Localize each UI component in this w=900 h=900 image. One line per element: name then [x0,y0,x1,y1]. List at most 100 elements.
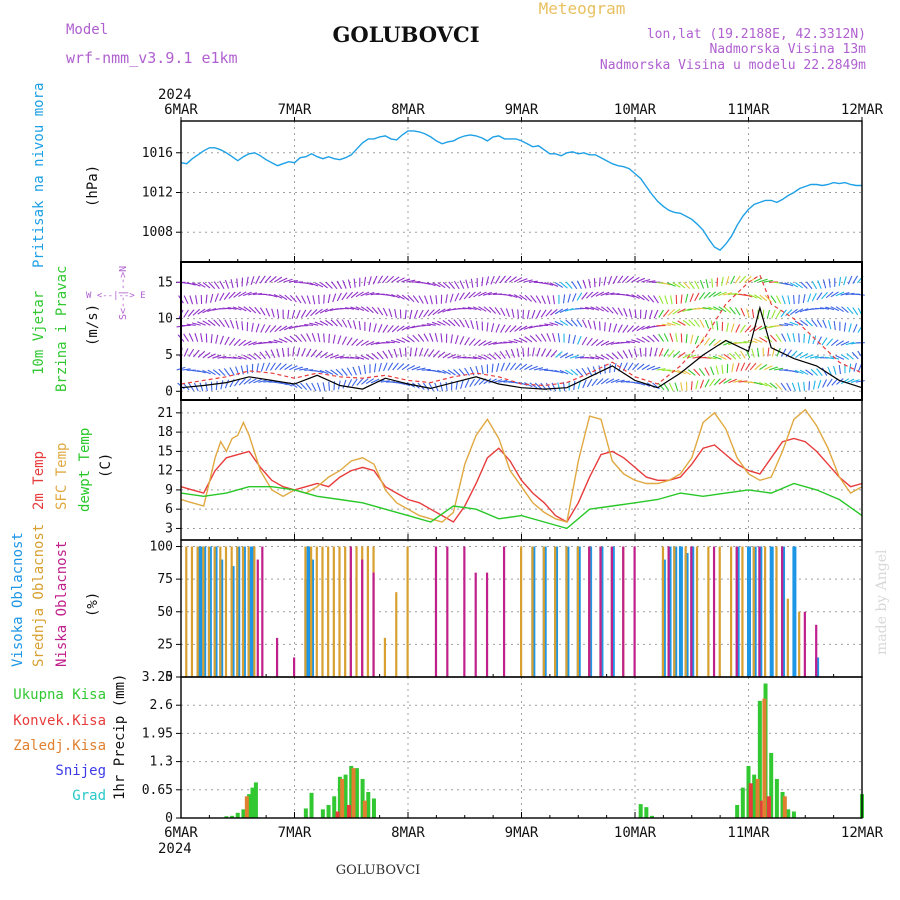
wind-arrow [600,354,610,360]
wind-arrow [534,382,543,390]
wind-arrow [197,350,206,358]
wind-arrow [672,321,681,326]
y-tick-label: 2.6 [150,698,173,713]
wind-arrow [380,380,390,383]
wind-arrow [698,368,706,376]
wind-arrow [464,367,470,376]
wind-arrow [557,382,561,392]
wind-arrow [288,325,298,330]
wind-arrow [689,293,694,303]
wind-arrow [513,294,523,300]
wind-arrow [609,363,611,373]
wind-arrow [437,351,446,358]
wind-arrow [300,333,307,342]
wind-arrow [447,369,456,376]
wind-arrow [447,354,457,359]
wind-arrow [445,294,448,304]
wind-arrow [838,364,842,375]
wind-arrow [483,354,492,360]
wind-arrow [651,366,661,371]
wind-arrow [284,364,293,371]
wind-arrow [504,275,512,283]
wind-arrow [396,381,406,385]
wind-arrow [855,380,865,383]
wind-arrow [186,323,196,326]
mid_cloud-bar [366,546,369,677]
wind-arrow [794,308,804,314]
wind-arrow [186,282,196,286]
wind-arrow [486,322,489,332]
wind-arrow [536,309,542,319]
total_precip-bar [230,815,235,818]
wind-arrow [803,333,805,343]
wind-arrow [855,293,865,296]
panel-3: 0 25 50 75 100 Visoka Oblacnost Srednja Oblacn… [10,524,863,685]
wind-arrow [227,357,237,359]
high_cloud-bar [306,546,311,677]
wind-arrow [215,334,219,344]
wind-arrow [804,354,814,359]
wind-arrow [821,367,828,376]
wind-arrow [472,306,482,311]
wind-arrow [445,381,448,391]
wind-arrow [324,353,334,359]
wind-arrow [845,292,855,296]
wind-arrow [396,277,405,283]
wind-arrow [342,379,347,389]
wind-arrow [213,319,221,327]
wind-arrow [606,353,614,360]
wind-arrow [437,320,446,326]
wind-arrow [697,307,707,310]
wind-arrow [207,308,217,312]
wind-arrow [503,380,513,383]
wind-arrow [846,306,854,315]
wind-arrow [306,295,311,305]
wind-arrow [718,378,727,385]
wind-arrow [677,282,686,289]
wind-arrow [567,293,571,303]
mid_cloud-bar [729,546,733,677]
wind-axis-label-1: 10m Vjetar [31,291,47,375]
wind-arrow [509,325,517,333]
wind-arrow [437,369,446,374]
wind-arrow [711,278,714,288]
total_precip-bar [235,812,240,818]
total_precip-bar [224,816,229,818]
wind-arrow [784,322,794,326]
wind-arrow [562,294,566,304]
wind-arrow [337,335,342,345]
wind-arrow [281,347,285,358]
mid_cloud-bar [542,546,545,677]
total_precip-bar [250,787,255,818]
wind-arrow [385,293,395,298]
wind-arrow [827,320,832,330]
wind-arrow [279,363,287,371]
wind-arrow [449,293,454,303]
wind-arrow [353,278,356,288]
wind-arrow [215,381,218,391]
wind-arrow [568,334,571,344]
wind-arrow [219,280,225,290]
wind-arrow [377,275,384,284]
wind-arrow [626,325,634,333]
wind-arrow [680,382,683,392]
wind-arrow [716,321,719,331]
wind-arrow [718,354,727,360]
wind-arrow [187,309,195,317]
meteogram-title: Meteogram [539,0,626,18]
wind-arrow [661,282,671,286]
wind-arrow [188,348,195,358]
mid_cloud-bar [241,546,245,677]
wind-arrow [688,319,696,327]
conv_precip-bar [748,783,753,818]
total_precip-bar [791,811,796,818]
wind-arrow [368,322,372,332]
wind-arrow [459,292,465,301]
wind-arrow [332,334,336,344]
wind-arrow [611,352,619,360]
wind-arrow [332,293,337,303]
mid_cloud-bar [718,546,721,677]
wind-arrow [554,282,564,288]
low_cloud-bar [261,546,264,677]
y-tick-label: 75 [157,572,173,587]
